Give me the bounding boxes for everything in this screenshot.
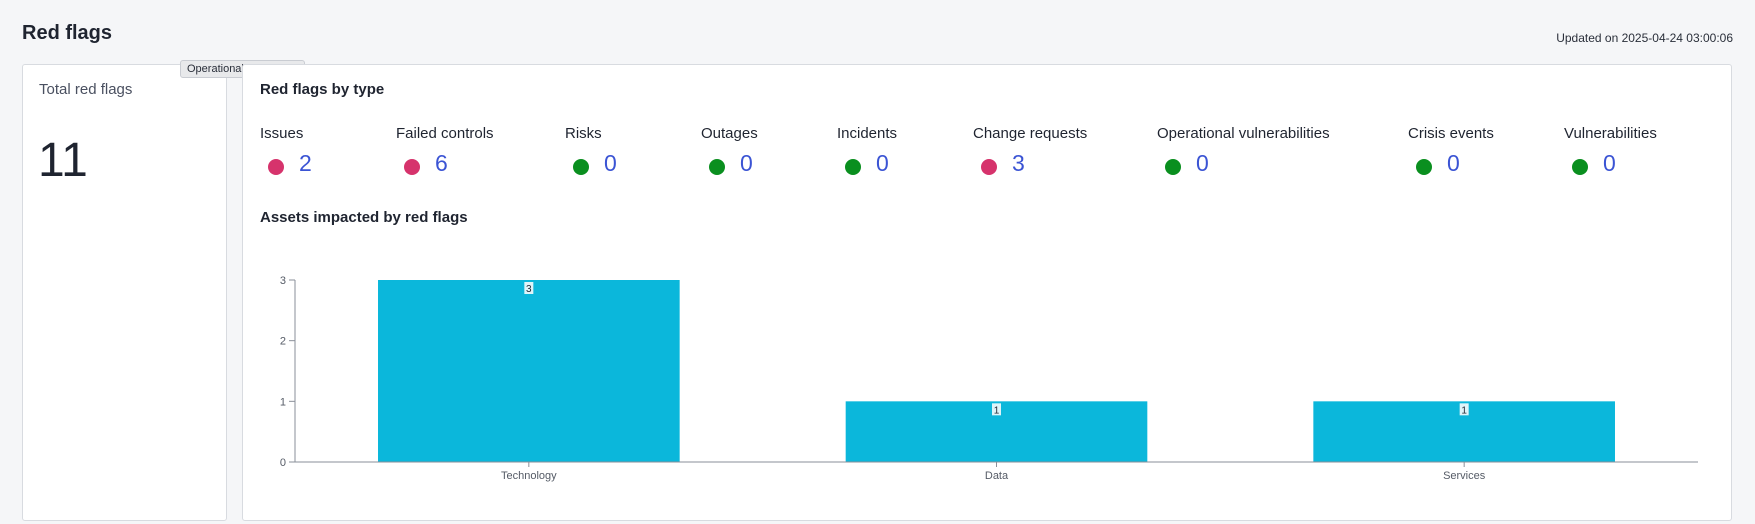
flag-label: Failed controls	[396, 125, 494, 142]
flag-risks: Risks 0	[565, 125, 617, 178]
flag-label: Outages	[701, 125, 758, 142]
red-flags-by-type-title: Red flags by type	[260, 81, 385, 98]
data-label-bg	[1459, 403, 1469, 416]
flag-count-link[interactable]: 6	[435, 150, 448, 176]
y-tick-label: 2	[280, 336, 286, 348]
flag-count-link[interactable]: 0	[1447, 150, 1460, 176]
flag-label: Change requests	[973, 125, 1088, 142]
flag-outages: Outages 0	[701, 125, 758, 178]
flag-label: Issues	[260, 125, 304, 142]
flag-label: Crisis events	[1408, 125, 1494, 142]
flag-incidents: Incidents 0	[837, 125, 897, 178]
flag-label: Risks	[565, 125, 602, 142]
flag-count-link[interactable]: 2	[299, 150, 312, 176]
flag-failed-controls: Failed controls 6	[396, 125, 494, 178]
status-dot-icon	[709, 159, 725, 175]
status-dot-icon	[573, 159, 589, 175]
data-label: 1	[994, 405, 1000, 416]
x-tick-label: Data	[985, 470, 1009, 482]
flag-count-link[interactable]: 0	[1196, 150, 1209, 176]
y-tick-label: 1	[280, 396, 286, 408]
flag-change-requests: Change requests 3	[973, 125, 1087, 178]
flag-label: Operational vulnerabilities	[1157, 125, 1330, 142]
flag-count-link[interactable]: 0	[604, 150, 617, 176]
total-red-flags-value: 11	[38, 134, 88, 187]
flag-label: Incidents	[837, 125, 898, 142]
x-tick-label: Technology	[501, 470, 557, 482]
flag-operational-vulnerabilities: Operational vulnerabilities 0	[1157, 125, 1330, 178]
data-label: 1	[1461, 405, 1467, 416]
flag-crisis-events: Crisis events 0	[1408, 125, 1494, 178]
flag-label: Vulnerabilities	[1564, 125, 1657, 142]
status-dot-icon	[404, 159, 420, 175]
updated-timestamp: Updated on 2025-04-24 03:00:06	[1556, 31, 1733, 45]
bar	[378, 280, 680, 462]
status-dot-icon	[268, 159, 284, 175]
status-dot-icon	[1416, 159, 1432, 175]
flag-vulnerabilities: Vulnerabilities 0	[1564, 125, 1657, 178]
flag-count-link[interactable]: 3	[1012, 150, 1025, 176]
flag-count-link[interactable]: 0	[876, 150, 889, 176]
data-label-bg	[524, 282, 534, 294]
total-red-flags-label: Total red flags	[39, 81, 133, 98]
assets-impacted-title: Assets impacted by red flags	[260, 209, 468, 226]
red-flags-main-card: Red flags by type Issues 2 Failed contro…	[242, 64, 1732, 521]
flag-count-link[interactable]: 0	[1603, 150, 1616, 176]
total-red-flags-card: Total red flags 11	[22, 64, 227, 521]
data-label-bg	[992, 403, 1001, 416]
status-dot-icon	[981, 159, 997, 175]
x-tick-label: Services	[1443, 470, 1486, 482]
status-dot-icon	[845, 159, 861, 175]
flag-issues: Issues 2	[260, 125, 312, 178]
status-dot-icon	[1165, 159, 1181, 175]
status-dot-icon	[1572, 159, 1588, 175]
page-title: Red flags	[22, 22, 113, 44]
y-tick-label: 0	[280, 457, 286, 469]
flag-count-link[interactable]: 0	[740, 150, 753, 176]
assets-bar-chart: 0 1 2 3 3 Technology 1 Data 1 Services	[280, 275, 1698, 482]
data-label: 3	[526, 284, 532, 295]
y-tick-label: 3	[280, 275, 286, 287]
